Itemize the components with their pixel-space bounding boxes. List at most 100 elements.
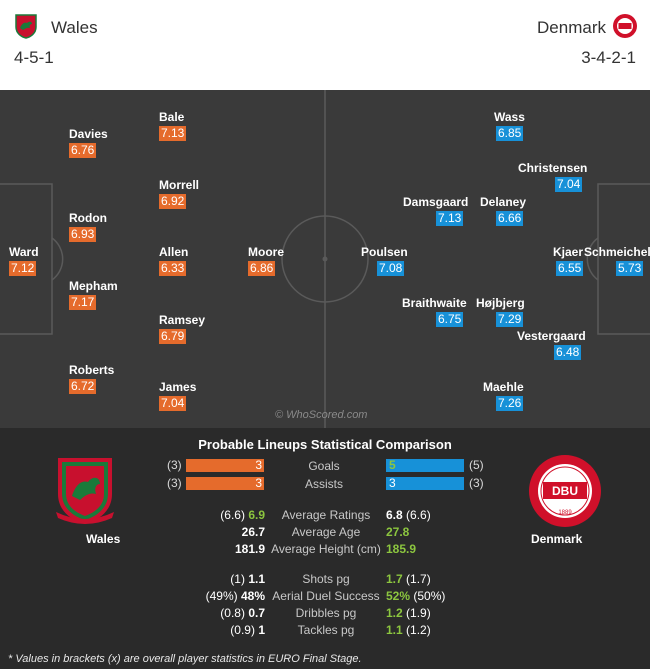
- away-bracket: (50%): [413, 589, 446, 603]
- player-rating: 7.29: [496, 312, 524, 327]
- away-player-maehle[interactable]: Maehle 7.26: [483, 380, 524, 412]
- player-rating: 6.75: [436, 312, 464, 327]
- home-bracket: (0.8): [220, 606, 245, 620]
- home-value: 181.9: [234, 542, 265, 556]
- home-player-rodon[interactable]: Rodon 6.93: [69, 211, 107, 243]
- away-player-poulsen[interactable]: Poulsen 7.08: [361, 245, 408, 277]
- home-player-davies[interactable]: Davies 6.76: [69, 127, 108, 159]
- away-player-braithwaite[interactable]: Braithwaite 6.75: [402, 296, 467, 328]
- pitch: Ward 7.12 Davies 6.76 Rodon 6.93 Mepham …: [0, 90, 650, 428]
- player-name: Roberts: [69, 363, 115, 377]
- stat-label: Tackles pg: [297, 623, 355, 637]
- player-rating: 5.73: [616, 261, 644, 276]
- away-bracket: (1.2): [406, 623, 431, 637]
- away-bar: 3: [386, 477, 464, 490]
- away-player-schmeichel[interactable]: Schmeichel 5.73: [584, 245, 650, 277]
- away-player-delaney[interactable]: Delaney 6.66: [480, 195, 526, 227]
- player-rating: 6.55: [556, 261, 584, 276]
- stat-label: Dribbles pg: [295, 606, 357, 620]
- denmark-crest-icon: DBU 1889: [529, 455, 601, 527]
- player-rating: 6.79: [159, 329, 187, 344]
- home-value: 3: [255, 458, 262, 472]
- home-value: 0.7: [248, 606, 265, 620]
- away-bracket: (5): [469, 458, 484, 472]
- away-bracket: (3): [469, 476, 484, 490]
- player-name: Allen: [159, 245, 189, 259]
- player-rating: 7.04: [555, 177, 583, 192]
- away-value: 1.2: [386, 606, 403, 620]
- home-player-ramsey[interactable]: Ramsey 6.79: [159, 313, 205, 345]
- away-player-kjaer[interactable]: Kjaer 6.55: [553, 245, 584, 277]
- stat-row-goals: (3) 3 Goals 5 (5): [0, 458, 650, 474]
- player-rating: 6.48: [554, 345, 582, 360]
- away-bracket: (1.9): [406, 606, 431, 620]
- player-name: Delaney: [480, 195, 527, 209]
- player-name: Kjaer: [553, 245, 584, 259]
- home-player-james[interactable]: James 7.04: [159, 380, 196, 412]
- crest-text: DBU: [552, 484, 578, 498]
- away-player-wass[interactable]: Wass 6.85: [494, 110, 525, 142]
- home-value: 1: [258, 623, 265, 637]
- away-player-christensen[interactable]: Christensen 7.04: [518, 161, 587, 193]
- player-rating: 6.92: [159, 194, 187, 209]
- stat-label: Aerial Duel Success: [272, 589, 380, 603]
- player-rating: 7.13: [159, 126, 187, 141]
- player-name: Bale: [159, 110, 185, 124]
- home-formation: 4-5-1: [14, 48, 54, 67]
- home-player-mepham[interactable]: Mepham 7.17: [69, 279, 118, 311]
- home-value: 1.1: [248, 572, 265, 586]
- stat-label: Average Age: [291, 525, 361, 539]
- home-player-bale[interactable]: Bale 7.13: [159, 110, 187, 142]
- player-rating: 7.12: [9, 261, 37, 276]
- away-value: 6.8: [386, 508, 403, 522]
- home-player-morrell[interactable]: Morrell 6.92: [159, 178, 199, 210]
- home-value: 26.7: [241, 525, 265, 539]
- pitch-markings: [0, 90, 650, 428]
- statistical-comparison: Probable Lineups Statistical Comparison …: [0, 428, 650, 669]
- home-player-allen[interactable]: Allen 6.33: [159, 245, 188, 277]
- player-rating: 6.93: [69, 227, 97, 242]
- away-value: 27.8: [386, 525, 410, 539]
- player-name: Rodon: [69, 211, 107, 225]
- away-value: 5: [389, 458, 396, 472]
- away-value: 185.9: [386, 542, 417, 556]
- footnote: * Values in brackets (x) are overall pla…: [8, 653, 362, 665]
- player-rating: 6.33: [159, 261, 187, 276]
- away-value: 1.1: [386, 623, 403, 637]
- away-player-hojbjerg[interactable]: Højbjerg 7.29: [476, 296, 525, 328]
- player-rating: 7.13: [436, 211, 464, 226]
- stat-row-assists: (3) 3 Assists 3 (3): [0, 476, 650, 492]
- player-name: Poulsen: [361, 245, 408, 259]
- away-player-vestergaard[interactable]: Vestergaard 6.48: [517, 329, 586, 361]
- stat-row-average-age: 26.7 Average Age 27.8: [0, 525, 650, 541]
- stat-row-aerial-duel: (49%) 48% Aerial Duel Success 52% (50%): [0, 589, 650, 605]
- player-name: Wass: [494, 110, 525, 124]
- home-bar: 3: [186, 477, 264, 490]
- away-team-name[interactable]: Denmark: [537, 18, 606, 37]
- player-name: Moore: [248, 245, 284, 259]
- home-team-name[interactable]: Wales: [51, 18, 98, 37]
- away-player-damsgaard[interactable]: Damsgaard 7.13: [403, 195, 468, 227]
- player-rating: 7.04: [159, 396, 187, 411]
- away-bar: 5: [386, 459, 464, 472]
- player-name: Mepham: [69, 279, 118, 293]
- wales-crest-icon: [56, 458, 114, 524]
- away-bracket: (6.6): [406, 508, 431, 522]
- away-value: 52%: [386, 589, 411, 603]
- home-team-label: Wales: [86, 532, 121, 546]
- away-value: 3: [389, 476, 396, 490]
- player-rating: 6.72: [69, 379, 97, 394]
- player-name: Damsgaard: [403, 195, 469, 209]
- stat-row-average-ratings: (6.6) 6.9 Average Ratings 6.8 (6.6): [0, 508, 650, 524]
- home-bracket: (1): [230, 572, 245, 586]
- home-player-ward[interactable]: Ward 7.12: [9, 245, 39, 277]
- player-name: Schmeichel: [584, 245, 650, 259]
- home-player-roberts[interactable]: Roberts 6.72: [69, 363, 114, 395]
- away-value: 1.7: [386, 572, 403, 586]
- stat-label: Goals: [308, 459, 340, 473]
- player-rating: 6.76: [69, 143, 97, 158]
- home-player-moore[interactable]: Moore 6.86: [248, 245, 284, 277]
- player-name: James: [159, 380, 197, 394]
- denmark-crest-icon: [613, 14, 637, 38]
